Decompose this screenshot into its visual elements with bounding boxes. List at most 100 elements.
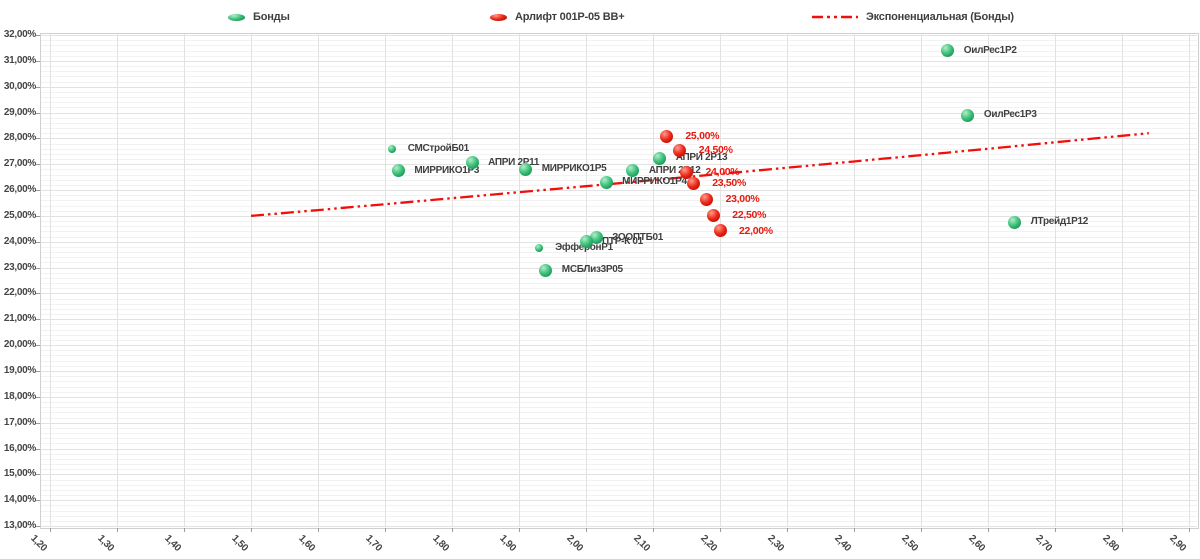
gridline-vertical xyxy=(452,33,453,527)
data-point-arlift[interactable] xyxy=(686,176,700,190)
gridline-horizontal-minor xyxy=(40,205,1197,207)
y-axis-tick xyxy=(36,396,40,398)
gridline-horizontal-minor xyxy=(40,153,1197,155)
gridline-horizontal-minor xyxy=(40,464,1197,465)
x-axis-tick-label: 1,50 xyxy=(229,533,250,554)
gridline-horizontal-minor xyxy=(40,458,1197,460)
gridline-horizontal-minor xyxy=(40,427,1197,429)
legend-label: Экспоненциальная (Бонды) xyxy=(866,11,1014,23)
data-point-arlift[interactable] xyxy=(680,165,693,179)
y-axis-tick xyxy=(36,293,40,295)
data-point-arlift[interactable] xyxy=(713,224,727,238)
point-label-value: 22,00% xyxy=(739,224,773,237)
x-axis-tick-label: 2,20 xyxy=(698,533,719,554)
gridline-horizontal-minor xyxy=(40,262,1197,264)
y-axis-tick-label: 26,00% xyxy=(3,184,36,196)
gridline-horizontal-minor xyxy=(40,288,1197,290)
gridline-horizontal-major xyxy=(40,60,1197,62)
y-axis-tick-label: 15,00% xyxy=(3,468,36,480)
data-point-bond[interactable] xyxy=(519,162,533,176)
gridline-horizontal-minor xyxy=(40,55,1197,57)
data-point-bond[interactable] xyxy=(387,144,396,153)
data-point-bond[interactable] xyxy=(589,231,603,245)
gridline-horizontal-major xyxy=(40,396,1197,398)
point-label-bond: СМСтройБ01 xyxy=(407,142,470,154)
data-point-arlift[interactable] xyxy=(706,208,720,222)
data-point-bond[interactable] xyxy=(539,263,553,277)
data-point-arlift[interactable] xyxy=(673,143,687,157)
gridline-horizontal-minor xyxy=(40,200,1197,202)
data-point-bond[interactable] xyxy=(941,44,955,57)
y-axis-tick xyxy=(36,112,40,114)
legend-item-bonds[interactable]: Бонды xyxy=(228,8,290,26)
gridline-vertical xyxy=(50,33,51,527)
x-axis-tick xyxy=(854,528,855,532)
legend-item-arlift[interactable]: Арлифт 001Р-05 BB+ xyxy=(490,8,625,26)
data-point-bond[interactable] xyxy=(599,175,613,189)
legend-label: Арлифт 001Р-05 BB+ xyxy=(515,11,625,23)
gridline-vertical xyxy=(251,33,252,527)
x-axis-tick-label: 1,90 xyxy=(497,533,518,554)
point-label-value: 25,00% xyxy=(685,130,720,142)
y-axis-tick-label: 32,00% xyxy=(3,29,36,40)
data-point-bond[interactable] xyxy=(391,164,405,178)
x-axis-tick xyxy=(318,528,319,532)
gridline-vertical xyxy=(653,33,654,527)
gridline-horizontal-minor xyxy=(40,515,1197,517)
gridline-horizontal-minor xyxy=(40,324,1197,326)
gridline-horizontal-minor xyxy=(40,91,1197,93)
gridline-horizontal-minor xyxy=(40,122,1197,124)
y-axis-tick xyxy=(36,164,40,166)
y-axis-tick xyxy=(36,241,40,243)
gridline-horizontal-minor xyxy=(40,128,1197,129)
point-label-bond: ОилРес1Р3 xyxy=(983,109,1037,121)
gridline-horizontal-minor xyxy=(40,50,1197,52)
y-axis-tick-label: 20,00% xyxy=(3,339,36,351)
gridline-horizontal-minor xyxy=(40,66,1197,67)
x-axis-tick xyxy=(1122,528,1123,532)
x-axis-tick-label: 2,00 xyxy=(564,533,585,554)
gridline-horizontal-major xyxy=(40,448,1197,450)
y-axis-tick-label: 17,00% xyxy=(3,416,36,428)
y-axis-tick-label: 14,00% xyxy=(3,494,36,506)
gridline-horizontal-minor xyxy=(40,298,1197,300)
gridline-horizontal-minor xyxy=(40,376,1197,378)
gridline-horizontal-major xyxy=(40,215,1197,217)
legend-item-trend[interactable]: Экспоненциальная (Бонды) xyxy=(812,8,1014,26)
point-label-bond: АПРИ 2Р12 xyxy=(648,164,701,176)
data-point-bond[interactable] xyxy=(626,164,640,178)
y-axis-tick xyxy=(36,526,40,527)
gridline-horizontal-minor xyxy=(40,355,1197,357)
gridline-vertical xyxy=(988,33,989,527)
x-axis-tick-label: 2,40 xyxy=(832,533,853,554)
x-axis-tick xyxy=(720,528,721,532)
data-point-bond[interactable] xyxy=(961,108,975,122)
gridline-horizontal-minor xyxy=(40,417,1197,419)
data-point-arlift[interactable] xyxy=(659,129,673,143)
x-axis-tick xyxy=(385,528,386,532)
trendline-path xyxy=(250,132,1149,218)
x-axis-tick xyxy=(988,528,989,532)
y-axis-tick xyxy=(36,345,40,347)
gridline-horizontal-minor xyxy=(40,314,1197,316)
x-axis-tick-label: 1,20 xyxy=(28,533,49,554)
gridline-vertical xyxy=(720,33,721,527)
green-sphere-icon xyxy=(228,13,245,21)
data-point-bond[interactable] xyxy=(465,156,479,170)
data-point-arlift[interactable] xyxy=(700,192,714,206)
point-label-value: 24,50% xyxy=(698,144,733,156)
x-axis-tick xyxy=(184,528,185,532)
gridline-horizontal-major xyxy=(40,112,1197,114)
data-point-bond[interactable] xyxy=(1008,215,1022,229)
x-axis-tick-label: 1,80 xyxy=(430,533,451,554)
gridline-vertical xyxy=(318,33,319,527)
data-point-bond[interactable] xyxy=(535,244,544,253)
gridline-horizontal-minor xyxy=(40,412,1197,414)
y-axis-tick xyxy=(36,35,40,36)
gridline-vertical xyxy=(787,33,788,527)
data-point-bond[interactable] xyxy=(579,235,593,249)
data-point-bond[interactable] xyxy=(653,151,667,165)
y-axis-tick-label: 23,00% xyxy=(3,261,36,273)
x-axis-tick xyxy=(50,528,51,532)
